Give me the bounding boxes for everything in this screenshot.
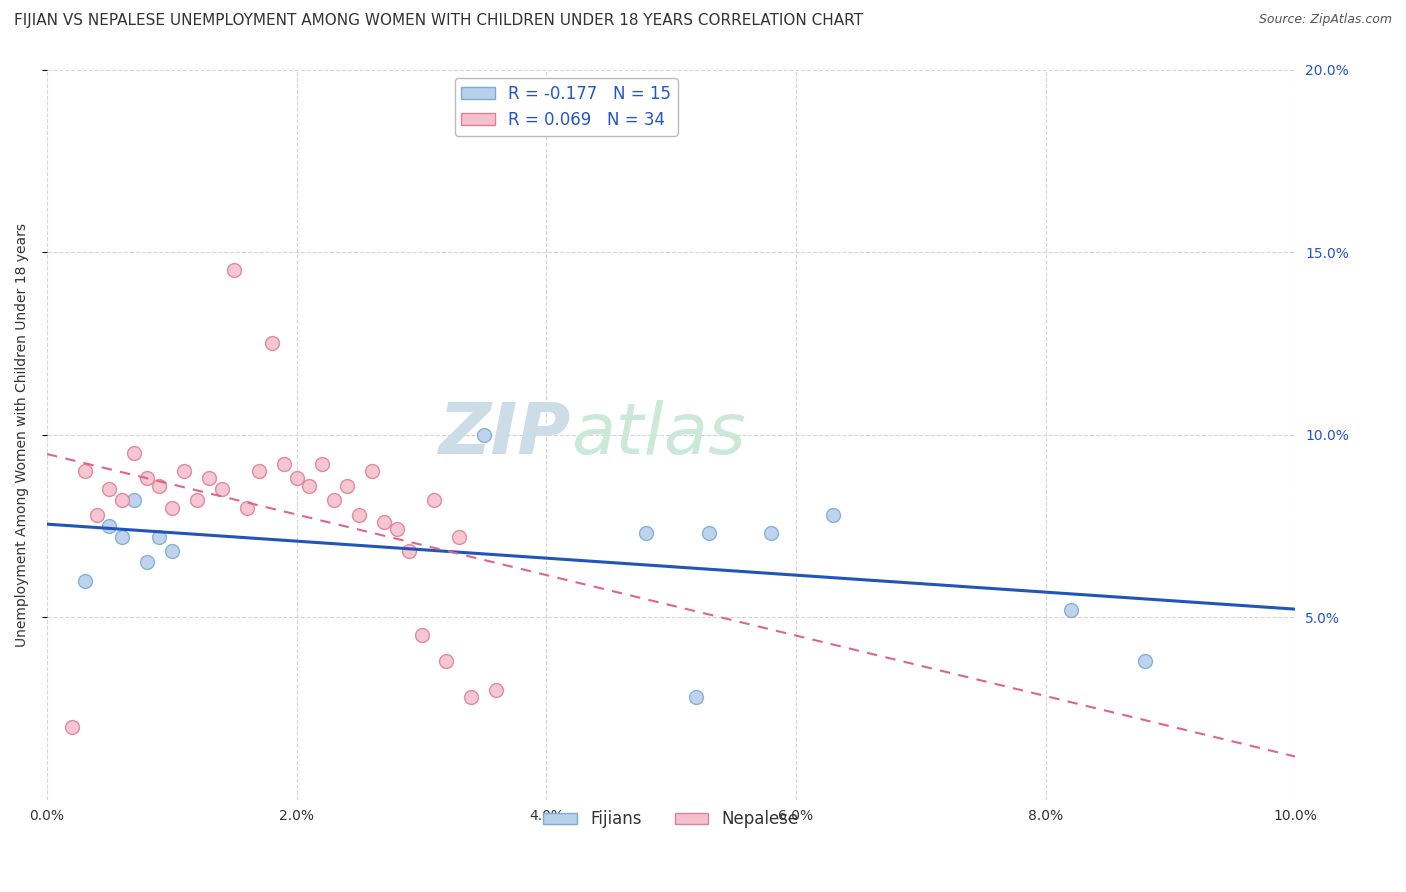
Point [124,493,146,508]
Point [311,457,333,471]
Point [360,464,382,478]
Point [148,478,170,492]
Point [224,263,246,277]
Point [198,471,221,485]
Point [285,471,308,485]
Point [472,427,495,442]
Point [260,336,283,351]
Point [247,464,270,478]
Point [460,690,482,705]
Point [111,493,134,508]
Point [73,464,96,478]
Point [398,544,420,558]
Text: atlas: atlas [571,400,747,469]
Point [1135,654,1157,668]
Point [160,500,183,515]
Point [411,628,433,642]
Point [697,526,720,541]
Point [636,526,658,541]
Point [273,457,295,471]
Point [485,683,508,698]
Point [186,493,208,508]
Point [148,530,170,544]
Point [323,493,346,508]
Point [60,719,83,733]
Point [86,508,108,522]
Point [347,508,370,522]
Y-axis label: Unemployment Among Women with Children Under 18 years: Unemployment Among Women with Children U… [15,222,30,647]
Point [423,493,446,508]
Point [436,654,458,668]
Point [385,523,408,537]
Legend: Fijians, Nepalese: Fijians, Nepalese [537,804,806,835]
Text: ZIP: ZIP [439,400,571,469]
Point [759,526,782,541]
Point [823,508,845,522]
Point [124,446,146,460]
Point [98,483,121,497]
Text: Source: ZipAtlas.com: Source: ZipAtlas.com [1258,13,1392,27]
Point [98,518,121,533]
Point [73,574,96,588]
Point [135,555,157,569]
Point [236,500,259,515]
Point [135,471,157,485]
Point [447,530,470,544]
Point [298,478,321,492]
Point [211,483,233,497]
Point [160,544,183,558]
Point [373,515,395,529]
Point [1059,603,1081,617]
Point [336,478,359,492]
Point [111,530,134,544]
Text: FIJIAN VS NEPALESE UNEMPLOYMENT AMONG WOMEN WITH CHILDREN UNDER 18 YEARS CORRELA: FIJIAN VS NEPALESE UNEMPLOYMENT AMONG WO… [14,13,863,29]
Point [173,464,195,478]
Point [685,690,707,705]
